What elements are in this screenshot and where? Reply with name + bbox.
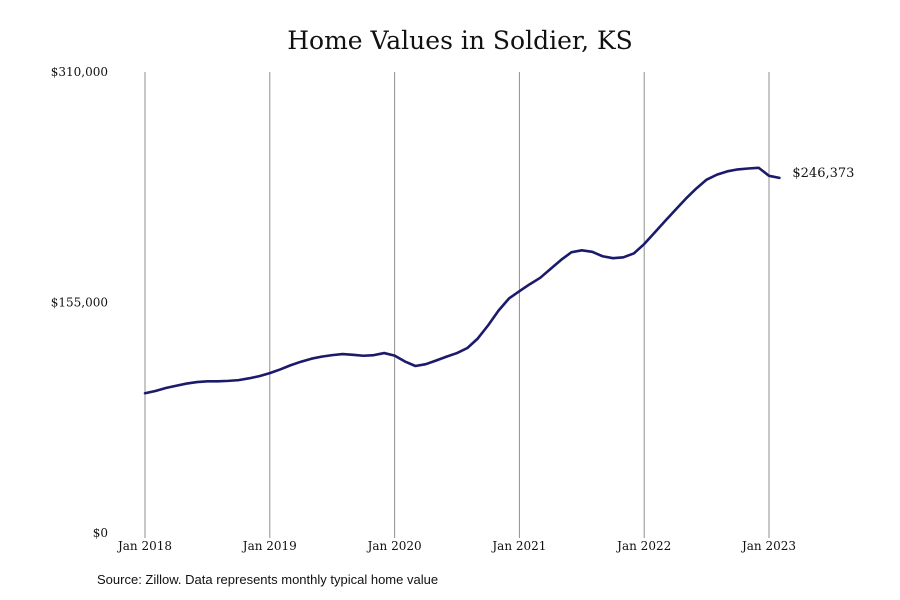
data-point (622, 256, 625, 258)
data-point (581, 249, 583, 251)
data-point (633, 252, 635, 255)
data-point (726, 170, 729, 172)
data-point (466, 347, 468, 349)
data-point (737, 168, 739, 170)
x-tick-label: Jan 2019 (241, 539, 297, 553)
data-point (529, 283, 531, 285)
x-axis-labels: Jan 2018 Jan 2019 Jan 2020 Jan 2021 Jan 2022… (116, 539, 796, 553)
y-tick-label: $0 (93, 526, 108, 540)
x-tick-label: Jan 2021 (490, 539, 546, 553)
data-point (550, 268, 552, 270)
data-point (602, 255, 604, 257)
data-point (435, 359, 437, 362)
data-point (154, 390, 156, 392)
data-point (539, 277, 541, 279)
data-point (508, 297, 510, 300)
data-point (175, 385, 177, 387)
y-tick-label: $155,000 (51, 296, 108, 310)
data-point (768, 175, 770, 177)
data-point (414, 365, 416, 367)
data-point (674, 209, 677, 211)
data-point (706, 179, 708, 181)
chart-title: Home Values in Soldier, KS (287, 26, 633, 55)
data-point (165, 387, 167, 389)
data-point (487, 324, 489, 326)
data-point (383, 352, 385, 354)
data-point (373, 354, 375, 356)
data-point (238, 379, 240, 381)
data-point (654, 232, 656, 234)
data-point (394, 354, 396, 357)
data-point (206, 380, 208, 382)
data-point (456, 352, 458, 354)
data-point (664, 220, 666, 222)
data-point (227, 380, 229, 382)
data-point (560, 259, 562, 261)
data-point (269, 372, 271, 374)
data-point (570, 251, 573, 253)
data-point (331, 354, 333, 356)
data-point (352, 354, 354, 356)
data-point (758, 167, 760, 169)
data-point (425, 363, 427, 365)
data-point (747, 167, 749, 170)
data-point (186, 382, 188, 385)
data-point (321, 356, 323, 358)
x-tick-label: Jan 2023 (740, 539, 796, 553)
data-point (695, 187, 697, 190)
data-point (591, 251, 593, 253)
data-point (362, 355, 364, 357)
data-point (612, 257, 614, 259)
data-point (196, 381, 198, 383)
data-point (217, 380, 219, 382)
x-tick-label: Jan 2018 (116, 539, 172, 553)
end-value-label: $246,373 (792, 166, 854, 181)
data-point (258, 375, 260, 377)
data-point (342, 353, 344, 355)
data-point (518, 290, 521, 292)
gridlines (144, 72, 770, 538)
x-tick-label: Jan 2022 (615, 539, 671, 553)
data-point (643, 243, 645, 245)
data-point (685, 198, 687, 200)
data-point (279, 368, 281, 371)
x-tick-label: Jan 2020 (366, 539, 422, 553)
data-point (310, 358, 312, 360)
data-point (248, 377, 250, 379)
data-point (446, 356, 448, 358)
data-point (404, 360, 406, 363)
y-tick-label: $310,000 (51, 65, 108, 79)
data-point (144, 392, 146, 394)
data-point (290, 364, 292, 366)
data-point (778, 177, 781, 179)
data-point (477, 337, 479, 340)
y-axis-labels: $0 $155,000 $310,000 (51, 65, 108, 540)
data-point (498, 309, 500, 312)
series-line-0 (143, 166, 781, 395)
data-point (300, 361, 302, 363)
series-layer (143, 166, 781, 395)
source-note: Source: Zillow. Data represents monthly … (97, 572, 439, 587)
data-point (716, 174, 718, 176)
